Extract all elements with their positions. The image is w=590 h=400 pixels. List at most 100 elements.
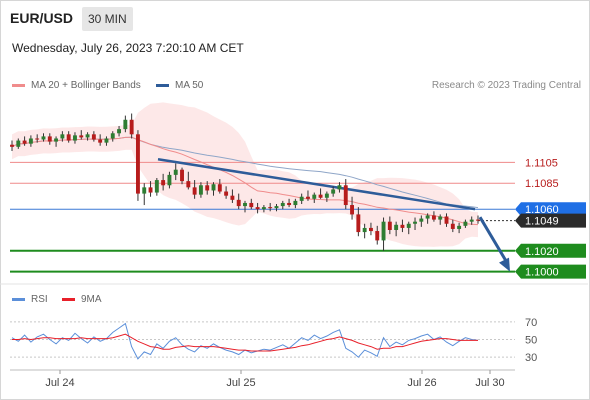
- level-label-1.1020: 1.1020: [525, 246, 559, 258]
- candle-body: [306, 196, 310, 199]
- level-tag-1.1060: [515, 202, 586, 217]
- candle-body: [368, 227, 373, 232]
- candle-body: [476, 219, 480, 221]
- candle-body: [47, 136, 52, 142]
- candle-body: [205, 185, 210, 191]
- rsi-tick-30: 30: [525, 352, 537, 364]
- x-tick-jul-30: Jul 30: [475, 377, 504, 389]
- candle-body: [394, 224, 399, 230]
- candle-body: [450, 223, 455, 229]
- legend-rsi-label: RSI: [31, 294, 48, 305]
- candle-body: [135, 134, 140, 194]
- level-label-1.1000: 1.1000: [525, 267, 559, 279]
- candle-body: [16, 140, 21, 147]
- candle-body: [343, 185, 348, 206]
- candle-body: [79, 135, 84, 138]
- candle-body: [54, 138, 59, 142]
- candle-body: [192, 187, 197, 195]
- legend-ma20-label: MA 20 + Bollinger Bands: [31, 80, 141, 91]
- x-tick-jul-25: Jul 25: [226, 377, 255, 389]
- candle-body: [73, 135, 77, 141]
- x-tick-jul-26: Jul 26: [407, 377, 436, 389]
- candle-body: [236, 199, 241, 207]
- rsi-swatch: [12, 298, 25, 301]
- ma50-swatch: [156, 84, 169, 87]
- level-label-1.1105: 1.1105: [525, 157, 558, 169]
- candle-body: [117, 129, 122, 134]
- candle-body: [98, 139, 103, 143]
- candle-body: [104, 138, 109, 143]
- rsi-tick-70: 70: [525, 317, 537, 329]
- candle-body: [255, 207, 260, 210]
- candle-body: [469, 219, 474, 222]
- timeframe-badge[interactable]: 30 MIN: [82, 7, 133, 31]
- timestamp-label: Wednesday, July 26, 2023 7:20:10 AM CET: [12, 41, 244, 55]
- candle-body: [337, 185, 342, 190]
- candle-body: [22, 140, 27, 144]
- candle-body: [287, 202, 292, 206]
- candle-body: [186, 181, 191, 188]
- candle-body: [274, 206, 279, 209]
- candle-body: [66, 134, 71, 141]
- candle-body: [91, 134, 96, 140]
- candle-body: [28, 138, 33, 144]
- candle-body: [312, 194, 317, 199]
- symbol-label: EUR/USD: [10, 10, 74, 26]
- candle-body: [387, 221, 392, 230]
- candle-body: [331, 189, 336, 194]
- forecast-arrow-head: [499, 257, 510, 272]
- candle-body: [457, 225, 462, 229]
- candle-body: [431, 215, 436, 220]
- candle-body: [299, 196, 304, 201]
- candle-body: [324, 193, 329, 198]
- bollinger-band: [12, 102, 478, 247]
- candle-body: [142, 187, 147, 194]
- x-tick-jul-24: Jul 24: [45, 377, 74, 389]
- candle-body: [148, 187, 153, 193]
- candle-body: [173, 169, 178, 175]
- candle-body: [249, 202, 254, 208]
- candle-body: [406, 223, 411, 228]
- candle-body: [10, 144, 14, 147]
- candle-body: [60, 134, 65, 139]
- legend-rsi-ma: 9MA: [62, 294, 102, 305]
- candle-body: [318, 194, 323, 198]
- ma20-line: [11, 136, 479, 226]
- candle-body: [350, 205, 355, 215]
- candle-body: [419, 218, 424, 222]
- candle-body: [198, 185, 203, 195]
- level-tag-1.1000: [515, 264, 586, 279]
- candle-body: [85, 134, 90, 138]
- candle-body: [280, 202, 285, 207]
- candle-body: [261, 207, 266, 210]
- candle-body: [180, 169, 184, 182]
- forecast-arrow-shaft: [478, 216, 509, 264]
- candle-body: [154, 180, 159, 193]
- candle-body: [243, 202, 247, 207]
- legend-ma50: MA 50: [156, 80, 203, 91]
- legend-rsi-ma-label: 9MA: [81, 294, 102, 305]
- candle-body: [425, 215, 430, 219]
- candle-body: [444, 216, 449, 224]
- rsi-tick-50: 50: [525, 335, 537, 347]
- candle-body: [400, 224, 405, 228]
- legend-ma20: MA 20 + Bollinger Bands: [12, 80, 141, 91]
- last-price-label: 1.1049: [525, 216, 559, 228]
- rsi-series-rsi: [11, 322, 479, 360]
- candle-body: [463, 221, 468, 226]
- candle-body: [211, 184, 216, 191]
- candle-body: [217, 184, 222, 192]
- candle-body: [362, 227, 367, 233]
- ma20-swatch: [12, 84, 25, 87]
- candle-body: [224, 191, 229, 196]
- chart-header: EUR/USD 30 MIN: [0, 0, 588, 36]
- candle-body: [110, 133, 115, 139]
- candle-body: [35, 138, 40, 140]
- candle-body: [268, 207, 273, 209]
- level-tag-1.1020: [515, 243, 586, 258]
- rsi-ma-swatch: [62, 298, 75, 301]
- rsi-series-9ma: [12, 333, 478, 352]
- candle-body: [123, 119, 128, 130]
- level-label-1.1085: 1.1085: [525, 178, 559, 190]
